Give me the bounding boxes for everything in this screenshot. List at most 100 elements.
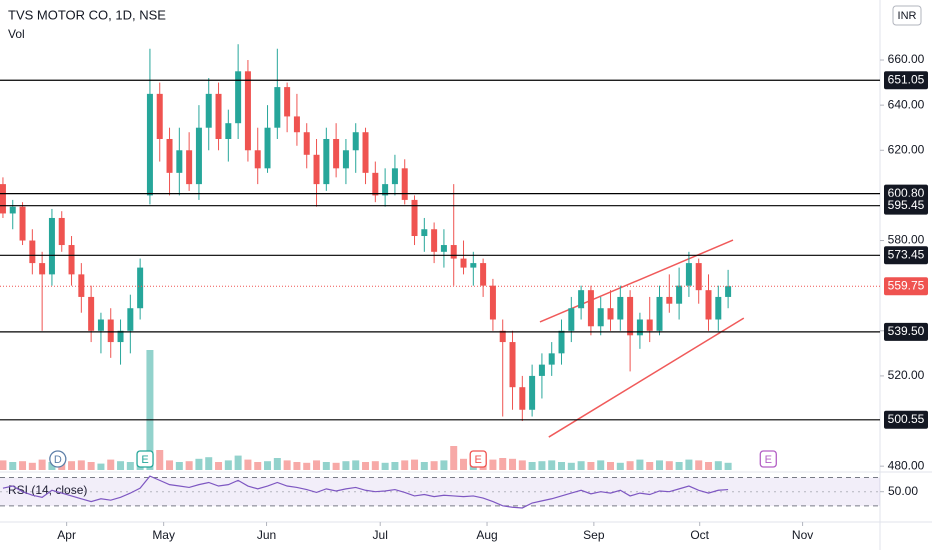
volume-bar [411, 459, 419, 470]
last-price-box [884, 277, 928, 296]
volume-bar [126, 462, 134, 470]
volume-bar [283, 460, 291, 470]
candle-body [636, 319, 643, 336]
candle-body [97, 319, 104, 331]
candle-body [225, 123, 232, 139]
volume-bar [38, 459, 46, 470]
currency[interactable]: INR [898, 10, 917, 22]
volume-bar [215, 462, 223, 470]
candle-body [558, 330, 565, 354]
volume-bar [460, 458, 468, 470]
candle-body [244, 71, 251, 151]
candle-body [146, 93, 153, 196]
candle-body [176, 150, 183, 173]
volume-bar [430, 461, 438, 470]
x-tick-label: Jul [373, 528, 388, 542]
y-tick-label: 520.00 [888, 368, 925, 382]
event-marker [136, 450, 154, 468]
volume-bar [146, 350, 154, 470]
level-label: 651.05 [888, 72, 925, 86]
currency-box[interactable] [892, 5, 922, 26]
y-tick-label: 620.00 [888, 142, 925, 156]
candle-body [617, 296, 624, 320]
volume-bar [616, 462, 624, 470]
candle-body [509, 342, 516, 388]
x-tick-label: May [152, 528, 175, 542]
volume-bar [705, 462, 713, 470]
volume-bar [28, 462, 36, 470]
volume-bar [489, 459, 497, 470]
trendline [548, 317, 745, 438]
candle-body [666, 296, 673, 304]
candle-body [78, 274, 85, 297]
candle-body [48, 217, 55, 275]
level-label: 573.45 [888, 247, 925, 261]
volume-bar [528, 462, 536, 470]
event-marker [49, 450, 67, 468]
volume-bar [371, 461, 379, 470]
level-label-box [884, 196, 928, 215]
candle-body [303, 132, 310, 155]
candle-body [107, 319, 114, 343]
x-tick-label: Jun [257, 528, 276, 542]
candle-body [39, 263, 46, 275]
candle-body [382, 184, 389, 196]
candle-body [254, 150, 261, 169]
candle-body [568, 308, 575, 331]
volume-bar [322, 462, 330, 470]
price-pane [0, 44, 745, 470]
candle-body [538, 364, 545, 376]
level-label: 600.80 [888, 186, 925, 200]
candle-body [9, 206, 16, 214]
volume-bar [656, 460, 664, 470]
volume-bar [77, 460, 85, 470]
y-tick-label: 660.00 [888, 52, 925, 66]
volume-bar [509, 458, 517, 470]
candle-body [715, 296, 722, 320]
candle-body [117, 330, 124, 343]
rsi-line [2, 475, 729, 509]
candle-body [274, 87, 281, 128]
volume-bar [626, 461, 634, 470]
candle-body [29, 240, 36, 264]
candle-body [235, 71, 242, 124]
volume-label: Vol [8, 27, 25, 41]
volume-bar [381, 462, 389, 470]
volume-bar [724, 462, 732, 470]
volume-bar [548, 460, 556, 470]
candle-body [186, 150, 193, 185]
volume-bar [538, 461, 546, 470]
candle-body [195, 127, 202, 185]
level-label: 595.45 [888, 198, 925, 212]
volume-bar [264, 461, 272, 470]
x-tick-label: Aug [476, 528, 497, 542]
candle-body [627, 296, 634, 336]
candle-body [548, 353, 555, 365]
candle-body [685, 263, 692, 286]
chart-title: TVS MOTOR CO, 1D, NSE [8, 7, 166, 22]
candle-body [342, 150, 349, 169]
event-label: E [141, 454, 148, 466]
candle-body [411, 199, 418, 237]
event-label: E [765, 454, 772, 466]
candle-body [480, 263, 487, 286]
volume-bar [646, 462, 654, 470]
volume-bar [175, 462, 183, 470]
volume-bar [195, 458, 203, 470]
volume-bar [87, 462, 95, 470]
y-tick-label: 640.00 [888, 97, 925, 111]
candle-body [470, 263, 477, 268]
candle-body [352, 132, 359, 151]
candle-body [421, 229, 428, 237]
volume-bar [391, 462, 399, 470]
volume-bar [558, 462, 566, 470]
volume-bar [636, 459, 644, 470]
candle-body [450, 245, 457, 259]
candle-body [166, 138, 173, 173]
candle-body [137, 267, 144, 309]
volume-bar [97, 463, 105, 470]
volume-bar [0, 460, 7, 470]
candle-body [156, 93, 163, 139]
candle-body [215, 93, 222, 139]
